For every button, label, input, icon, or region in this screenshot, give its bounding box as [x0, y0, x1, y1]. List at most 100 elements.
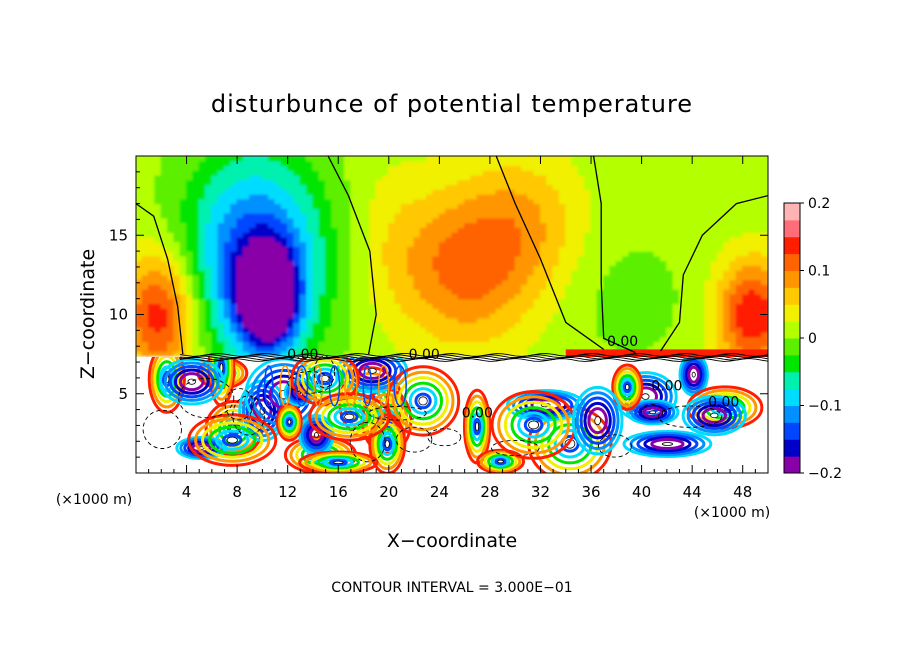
- heatmap-cell: [685, 321, 693, 328]
- heatmap-cell: [596, 331, 605, 338]
- heatmap-cell: [413, 264, 421, 271]
- heatmap-cell: [508, 326, 516, 333]
- heatmap-cell: [204, 264, 213, 271]
- heatmap-cell: [647, 288, 655, 295]
- heatmap-cell: [533, 221, 542, 228]
- heatmap-cell: [584, 179, 592, 186]
- heatmap-cell: [476, 350, 485, 357]
- heatmap-cell: [622, 250, 630, 257]
- heatmap-cell: [381, 274, 390, 281]
- heatmap-cell: [274, 345, 282, 352]
- heatmap-cell: [325, 340, 333, 347]
- heatmap-cell: [489, 188, 497, 195]
- heatmap-cell: [426, 250, 434, 257]
- heatmap-cell: [369, 188, 377, 195]
- heatmap-cell: [729, 198, 737, 205]
- heatmap-cell: [691, 156, 700, 162]
- heatmap-cell: [432, 312, 440, 319]
- heatmap-cell: [691, 298, 700, 305]
- heatmap-cell: [489, 307, 497, 314]
- heatmap-cell: [615, 293, 624, 300]
- heatmap-cell: [343, 212, 352, 219]
- heatmap-cell: [622, 193, 630, 200]
- heatmap-cell: [198, 255, 207, 262]
- heatmap-cell: [691, 183, 700, 190]
- heatmap-cell: [571, 255, 579, 262]
- heatmap-cell: [552, 321, 561, 328]
- contour-negative: [491, 439, 540, 457]
- heatmap-cell: [236, 317, 245, 324]
- heatmap-cell: [628, 193, 636, 200]
- heatmap-cell: [148, 331, 156, 338]
- heatmap-cell: [691, 198, 700, 205]
- heatmap-cell: [299, 345, 308, 352]
- heatmap-cell: [274, 179, 282, 186]
- heatmap-cell: [527, 274, 535, 281]
- heatmap-cell: [375, 156, 384, 162]
- heatmap-cell: [647, 217, 655, 224]
- heatmap-cell: [413, 179, 421, 186]
- heatmap-cell: [236, 274, 245, 281]
- heatmap-cell: [356, 302, 365, 309]
- heatmap-cell: [287, 198, 295, 205]
- heatmap-cell: [312, 179, 320, 186]
- heatmap-cell: [445, 226, 453, 233]
- heatmap-cell: [622, 279, 630, 285]
- heatmap-cell: [685, 207, 693, 214]
- heatmap-cell: [325, 269, 333, 276]
- heatmap-cell: [337, 240, 346, 247]
- heatmap-cell: [445, 345, 453, 352]
- heatmap-cell: [255, 174, 263, 181]
- heatmap-cell: [255, 326, 263, 333]
- heatmap-cell: [634, 231, 643, 238]
- heatmap-cell: [350, 279, 358, 285]
- heatmap-cell: [388, 250, 396, 257]
- heatmap-cell: [211, 264, 219, 271]
- heatmap-cell: [167, 207, 175, 214]
- heatmap-cell: [325, 307, 333, 314]
- heatmap-cell: [716, 174, 725, 181]
- heatmap-cell: [508, 260, 516, 266]
- heatmap-cell: [381, 260, 390, 266]
- heatmap-cell: [464, 164, 472, 171]
- heatmap-cell: [470, 279, 478, 285]
- heatmap-cell: [483, 217, 491, 224]
- heatmap-cell: [754, 198, 763, 205]
- heatmap-cell: [659, 279, 668, 285]
- heatmap-cell: [710, 340, 719, 347]
- heatmap-cell: [312, 207, 320, 214]
- heatmap-cell: [659, 321, 668, 328]
- heatmap-cell: [565, 283, 573, 290]
- heatmap-cell: [154, 183, 162, 190]
- heatmap-cell: [407, 231, 415, 238]
- heatmap-cell: [192, 226, 200, 233]
- heatmap-cell: [343, 193, 352, 200]
- heatmap-cell: [691, 188, 700, 195]
- heatmap-cell: [609, 212, 617, 219]
- heatmap-cell: [236, 269, 245, 276]
- heatmap-cell: [369, 217, 377, 224]
- heatmap-cell: [148, 245, 156, 252]
- heatmap-cell: [584, 340, 592, 347]
- heatmap-cell: [400, 169, 409, 176]
- heatmap-cell: [470, 274, 478, 281]
- heatmap-cell: [653, 255, 662, 262]
- heatmap-cell: [476, 269, 485, 276]
- heatmap-cell: [464, 264, 472, 271]
- heatmap-cell: [457, 188, 466, 195]
- heatmap-cell: [154, 307, 162, 314]
- heatmap-cell: [337, 264, 346, 271]
- heatmap-cell: [337, 255, 346, 262]
- eddy-ring: [295, 357, 355, 403]
- heatmap-cell: [204, 164, 213, 171]
- heatmap-cell: [211, 221, 219, 228]
- heatmap-cell: [167, 345, 175, 352]
- heatmap-cell: [198, 221, 207, 228]
- heatmap-cell: [148, 321, 156, 328]
- heatmap-cell: [501, 156, 510, 162]
- heatmap-cell: [268, 331, 276, 338]
- heatmap-cell: [584, 198, 592, 205]
- heatmap-cell: [571, 269, 579, 276]
- heatmap-cell: [672, 307, 681, 314]
- heatmap-cell: [457, 212, 466, 219]
